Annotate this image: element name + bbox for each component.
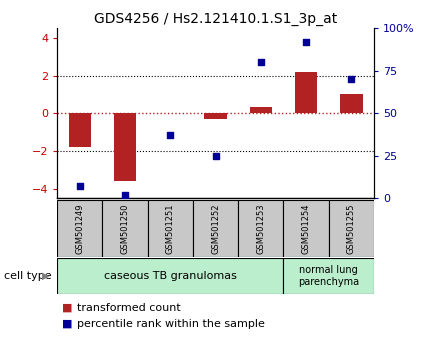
Point (303, 39, 310, 45)
Title: GDS4256 / Hs2.121410.1.S1_3p_at: GDS4256 / Hs2.121410.1.S1_3p_at (94, 12, 337, 26)
Text: GSM501254: GSM501254 (301, 203, 311, 253)
Point (167, 132, 174, 138)
Text: GSM501251: GSM501251 (166, 203, 175, 253)
Text: GSM501255: GSM501255 (347, 203, 356, 253)
Bar (249, 107, 272, 113)
FancyBboxPatch shape (283, 200, 329, 257)
Bar (340, 95, 363, 113)
Text: percentile rank within the sample: percentile rank within the sample (77, 319, 265, 329)
Bar (295, 72, 317, 113)
FancyBboxPatch shape (193, 200, 238, 257)
Bar (69, 113, 91, 147)
FancyBboxPatch shape (148, 200, 193, 257)
Point (76, 183, 83, 189)
Point (121, 192, 128, 198)
Text: transformed count: transformed count (77, 303, 181, 313)
Point (348, 76, 355, 82)
Text: GSM501253: GSM501253 (257, 203, 265, 254)
FancyBboxPatch shape (238, 200, 283, 257)
Text: ■: ■ (62, 303, 72, 313)
Point (212, 153, 219, 159)
Text: cell type: cell type (4, 271, 52, 281)
FancyBboxPatch shape (329, 200, 374, 257)
Text: ▶: ▶ (42, 271, 49, 281)
Text: ■: ■ (62, 319, 72, 329)
Bar (204, 113, 227, 119)
Text: caseous TB granulomas: caseous TB granulomas (104, 271, 237, 281)
Bar (114, 113, 136, 181)
FancyBboxPatch shape (103, 200, 148, 257)
Text: GSM501252: GSM501252 (211, 203, 220, 253)
FancyBboxPatch shape (57, 200, 103, 257)
FancyBboxPatch shape (57, 258, 283, 294)
Text: normal lung
parenchyma: normal lung parenchyma (298, 265, 359, 287)
Text: GSM501250: GSM501250 (121, 203, 130, 253)
Point (257, 59, 264, 65)
Text: GSM501249: GSM501249 (75, 203, 84, 253)
FancyBboxPatch shape (283, 258, 374, 294)
